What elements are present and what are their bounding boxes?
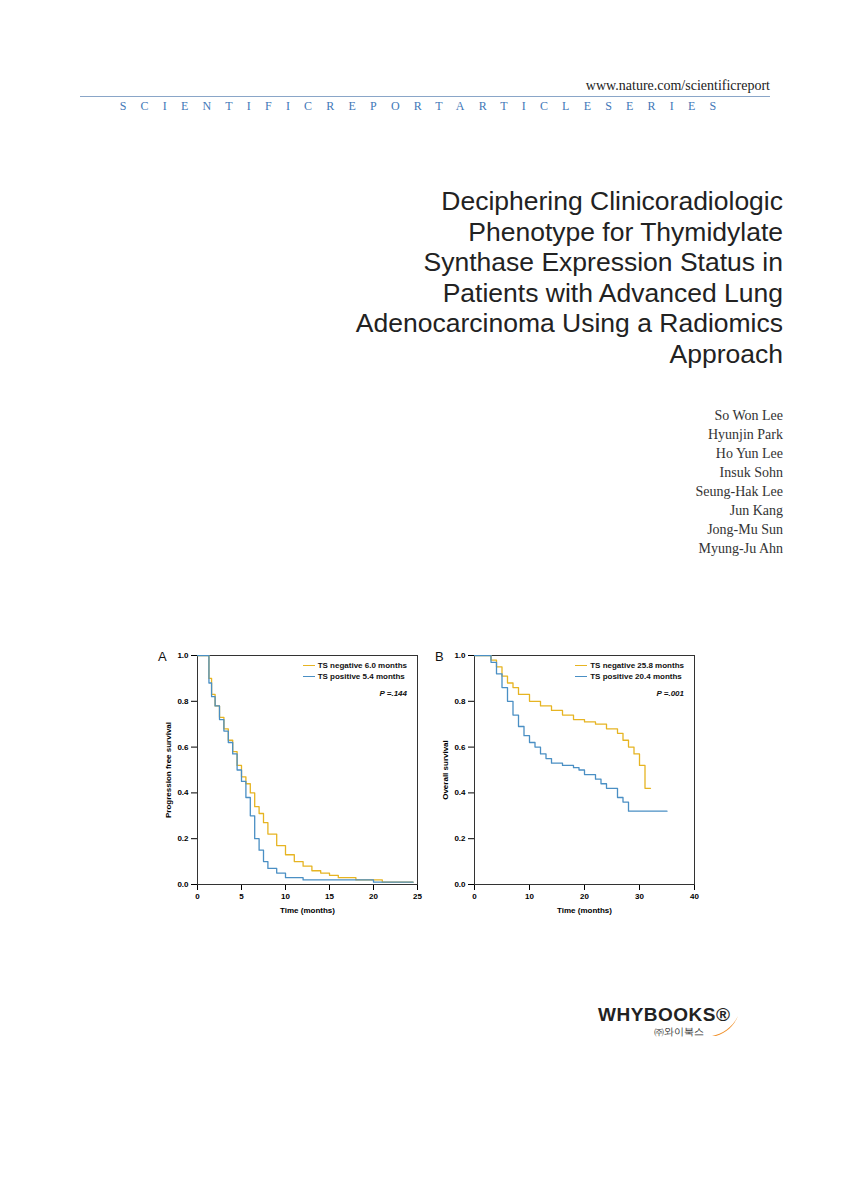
svg-text:30: 30	[635, 892, 644, 901]
html-text:Patients with Advanced Lung: Patients with Advanced Lung	[442, 277, 783, 308]
svg-text:0.0: 0.0	[177, 880, 189, 889]
svg-text:1.0: 1.0	[454, 651, 466, 660]
svg-text:20: 20	[580, 892, 589, 901]
html-text:TS negative 25.8 months: TS negative 25.8 months	[590, 661, 684, 670]
svg-text:1.0: 1.0	[177, 651, 189, 660]
svg-text:0.8: 0.8	[454, 697, 466, 706]
svg-text:0.0: 0.0	[454, 880, 466, 889]
svg-text:0: 0	[472, 892, 477, 901]
html-text:So Won Lee: So Won Lee	[714, 408, 783, 423]
svg-text:0.4: 0.4	[177, 788, 189, 797]
svg-text:0.2: 0.2	[177, 834, 189, 843]
svg-text:40: 40	[690, 892, 699, 901]
html-text:TS positive 20.4 months: TS positive 20.4 months	[590, 672, 682, 681]
html-text:Deciphering Clinicoradiologic: Deciphering Clinicoradiologic	[441, 186, 783, 216]
html-text:TS positive 5.4 months: TS positive 5.4 months	[317, 672, 405, 681]
svg-text:10: 10	[281, 892, 290, 901]
html-text:Jong-Mu Sun: Jong-Mu Sun	[707, 522, 783, 537]
svg-text:20: 20	[369, 892, 378, 901]
html-text:www.nature.com/scientificrepor: www.nature.com/scientificreport	[585, 78, 770, 93]
html-text:P =.144: P =.144	[379, 689, 407, 698]
html-text:Adenocarcinoma Using a Radiomi: Adenocarcinoma Using a Radiomics	[355, 308, 783, 338]
svg-text:5: 5	[239, 892, 244, 901]
html-text:B: B	[435, 649, 444, 664]
svg-text:Overall survival: Overall survival	[441, 740, 450, 800]
html-text:Approach: Approach	[669, 338, 783, 369]
svg-text:25: 25	[413, 892, 422, 901]
svg-text:Time (months): Time (months)	[280, 906, 335, 915]
svg-text:15: 15	[325, 892, 334, 901]
html-text:Insuk Sohn: Insuk Sohn	[719, 465, 783, 480]
svg-text:0.2: 0.2	[454, 834, 466, 843]
svg-text:0.6: 0.6	[177, 743, 189, 752]
svg-text:Progression free survival: Progression free survival	[164, 722, 173, 818]
html-text:Phenotype for Thymidylate: Phenotype for Thymidylate	[468, 216, 783, 247]
html-text:P =.001: P =.001	[656, 689, 684, 698]
html-text:Synthase Expression Status in: Synthase Expression Status in	[423, 247, 783, 277]
html-text:Jun Kang: Jun Kang	[729, 503, 783, 518]
html-text:㈜와이북스: ㈜와이북스	[654, 1026, 704, 1037]
svg-text:0: 0	[195, 892, 200, 901]
html-text:TS negative 6.0 months: TS negative 6.0 months	[317, 661, 407, 670]
svg-text:0.6: 0.6	[454, 743, 466, 752]
html-text:WHYBOOKS®: WHYBOOKS®	[598, 1004, 731, 1025]
svg-text:0.8: 0.8	[177, 697, 189, 706]
svg-text:0.4: 0.4	[454, 788, 466, 797]
html-text:SCIENTIFICREPORTARTICLESERIES: SCIENTIFICREPORTARTICLESERIES	[119, 99, 731, 113]
html-text:Ho Yun Lee: Ho Yun Lee	[715, 446, 783, 461]
html-text:Seung-Hak Lee: Seung-Hak Lee	[695, 484, 783, 499]
svg-text:10: 10	[525, 892, 534, 901]
svg-text:Time (months): Time (months)	[557, 906, 612, 915]
html-text:Myung-Ju Ahn: Myung-Ju Ahn	[698, 541, 783, 556]
html-text:Hyunjin Park: Hyunjin Park	[707, 427, 783, 442]
html-text:A: A	[158, 649, 167, 664]
